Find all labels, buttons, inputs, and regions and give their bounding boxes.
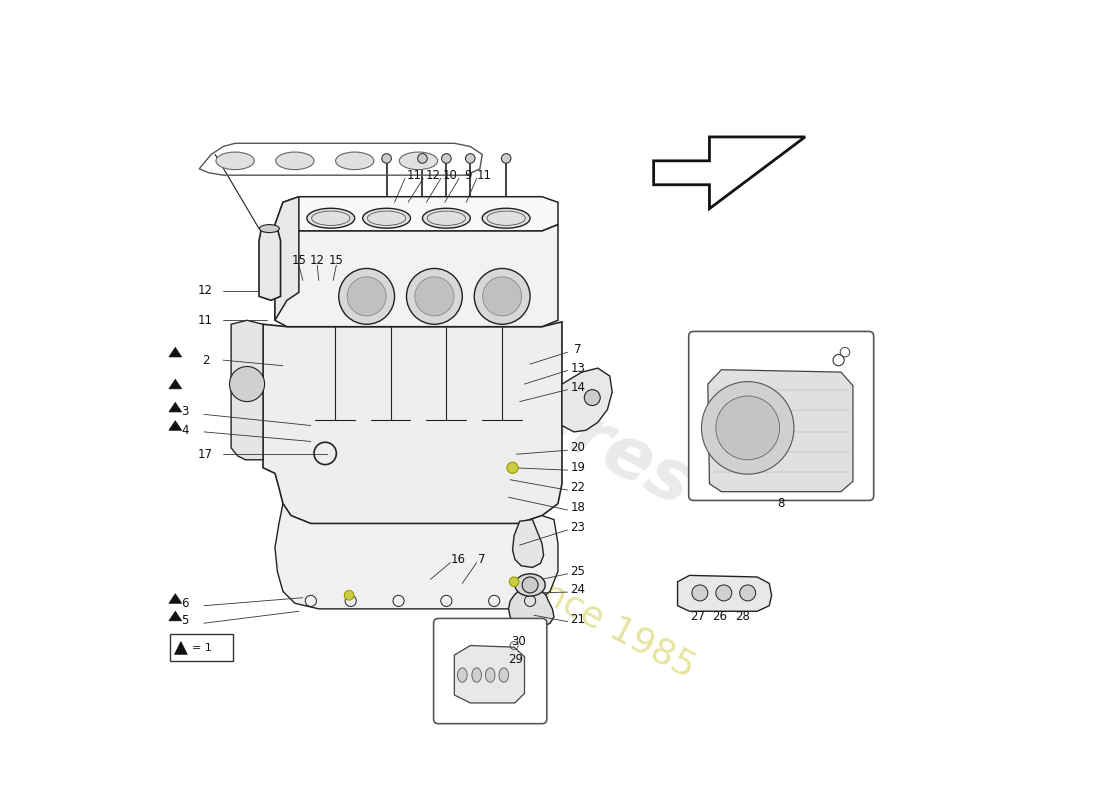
Polygon shape [708,370,852,492]
Text: 30: 30 [510,635,526,648]
Ellipse shape [472,668,482,682]
Text: 7: 7 [574,343,582,356]
FancyBboxPatch shape [169,634,233,661]
Text: 11: 11 [477,169,492,182]
Text: 23: 23 [571,521,585,534]
Polygon shape [653,137,805,209]
Circle shape [692,585,708,601]
Circle shape [739,585,756,601]
Text: 13: 13 [571,362,585,374]
Text: 2: 2 [202,354,209,366]
Text: 29: 29 [508,653,524,666]
Text: 28: 28 [736,610,750,623]
Polygon shape [275,225,558,326]
Polygon shape [513,519,543,567]
Polygon shape [454,646,525,703]
Text: 6: 6 [182,597,188,610]
Text: 21: 21 [571,613,585,626]
Circle shape [716,396,780,460]
Polygon shape [263,322,562,523]
Ellipse shape [276,152,314,170]
Ellipse shape [483,277,521,316]
Polygon shape [169,594,182,603]
Ellipse shape [407,269,462,324]
Text: 12: 12 [310,254,324,267]
Ellipse shape [336,152,374,170]
Circle shape [716,585,732,601]
Text: 20: 20 [571,442,585,454]
Text: 25: 25 [571,565,585,578]
Ellipse shape [216,152,254,170]
Circle shape [509,577,519,586]
Circle shape [522,577,538,593]
Text: = 1: = 1 [192,643,212,653]
Text: 18: 18 [571,501,585,514]
Text: 24: 24 [571,583,585,596]
Ellipse shape [348,277,386,316]
Text: 7: 7 [478,553,486,566]
Text: 26: 26 [713,610,727,623]
FancyBboxPatch shape [689,331,873,501]
Text: 11: 11 [198,314,213,326]
Text: 3: 3 [182,406,188,418]
Circle shape [382,154,392,163]
Text: a passion for parts: a passion for parts [309,470,551,617]
Ellipse shape [458,668,468,682]
Text: 5: 5 [182,614,188,627]
Text: since 1985: since 1985 [510,562,701,685]
Ellipse shape [307,208,354,228]
Polygon shape [275,197,299,320]
Text: 9: 9 [464,169,472,182]
Ellipse shape [499,668,508,682]
Ellipse shape [339,269,395,324]
Polygon shape [231,320,263,460]
Text: 12: 12 [198,284,213,298]
Polygon shape [169,379,182,389]
Ellipse shape [415,277,454,316]
Text: 17: 17 [198,448,213,461]
Text: eurospares: eurospares [268,246,704,522]
Polygon shape [169,347,182,357]
Circle shape [507,462,518,474]
Text: 12: 12 [426,169,440,182]
Circle shape [441,154,451,163]
Ellipse shape [515,574,546,596]
Ellipse shape [260,225,279,233]
Ellipse shape [485,668,495,682]
Polygon shape [175,642,187,654]
Circle shape [502,154,510,163]
Ellipse shape [474,269,530,324]
Text: 22: 22 [571,481,585,494]
Ellipse shape [482,208,530,228]
Polygon shape [169,611,182,621]
Text: 14: 14 [571,381,585,394]
Circle shape [418,154,427,163]
Text: 15: 15 [292,254,306,267]
Circle shape [584,390,601,406]
Text: 4: 4 [182,424,188,437]
Text: 16: 16 [451,553,465,566]
Text: 10: 10 [443,169,458,182]
Circle shape [702,382,794,474]
Polygon shape [678,575,771,611]
Circle shape [465,154,475,163]
Polygon shape [169,421,182,430]
Text: 11: 11 [407,169,422,182]
FancyBboxPatch shape [433,618,547,724]
Circle shape [344,590,354,600]
Polygon shape [169,402,182,412]
Text: 27: 27 [690,610,705,623]
Text: 19: 19 [571,462,585,474]
Ellipse shape [422,208,471,228]
Polygon shape [508,591,554,627]
Polygon shape [275,504,558,609]
Polygon shape [258,225,280,300]
Text: 8: 8 [778,497,785,510]
Ellipse shape [363,208,410,228]
Polygon shape [275,197,558,231]
Text: 15: 15 [329,254,344,267]
Polygon shape [562,368,613,432]
Ellipse shape [399,152,438,170]
Circle shape [230,366,265,402]
